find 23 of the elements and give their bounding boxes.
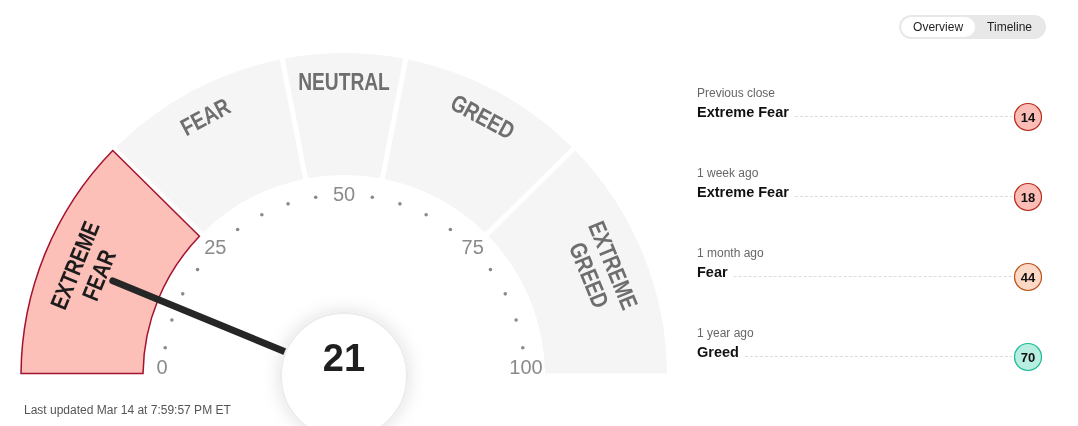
text: Overview bbox=[913, 20, 964, 34]
text: Timeline bbox=[987, 20, 1033, 34]
slice-label: NEUTRAL bbox=[298, 68, 390, 96]
text: 0 bbox=[156, 356, 168, 378]
text: Last updated Mar 14 at 7:59:57 PM ET bbox=[24, 403, 232, 417]
text: Extreme Fear bbox=[697, 104, 790, 120]
slice-label: FEAR bbox=[175, 92, 236, 142]
data-label: 18 bbox=[1020, 190, 1036, 205]
text: 25 bbox=[204, 236, 227, 259]
category-label: 1 week ago bbox=[697, 166, 759, 180]
text: 50 bbox=[332, 183, 356, 205]
text: 21 bbox=[322, 337, 366, 379]
category-label: 1 year ago bbox=[697, 326, 755, 340]
text: 100 bbox=[509, 356, 543, 378]
data-label: 44 bbox=[1020, 270, 1036, 285]
data-label: 14 bbox=[1020, 110, 1036, 125]
data-label: 70 bbox=[1020, 350, 1036, 365]
category-label: 1 month ago bbox=[697, 246, 765, 260]
text: Extreme Fear bbox=[697, 184, 790, 200]
category-label: Previous close bbox=[697, 86, 776, 100]
text: Fear bbox=[697, 264, 728, 280]
text: 75 bbox=[461, 236, 484, 259]
text: Greed bbox=[697, 344, 739, 360]
